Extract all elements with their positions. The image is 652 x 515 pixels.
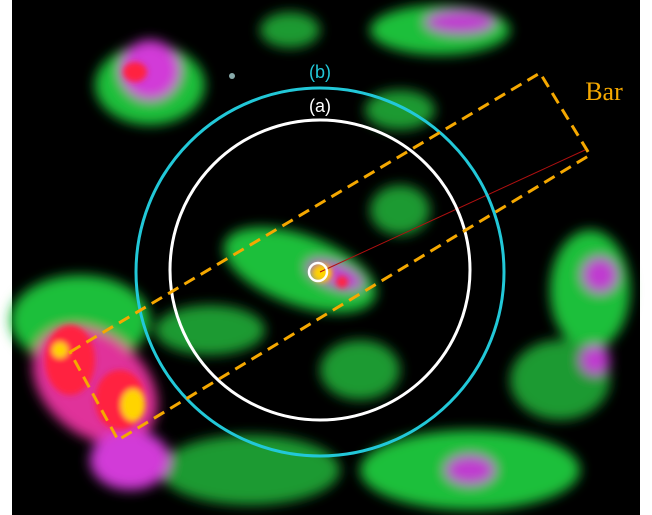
page: {"labels": {"b": "(b)", "a": "(a)", "bar…	[0, 0, 652, 515]
label-b: (b)	[309, 62, 331, 82]
annotated-galaxy-image: (b) (a) Bar	[0, 0, 652, 515]
label-a: (a)	[309, 96, 331, 116]
label-bar: Bar	[585, 77, 623, 106]
